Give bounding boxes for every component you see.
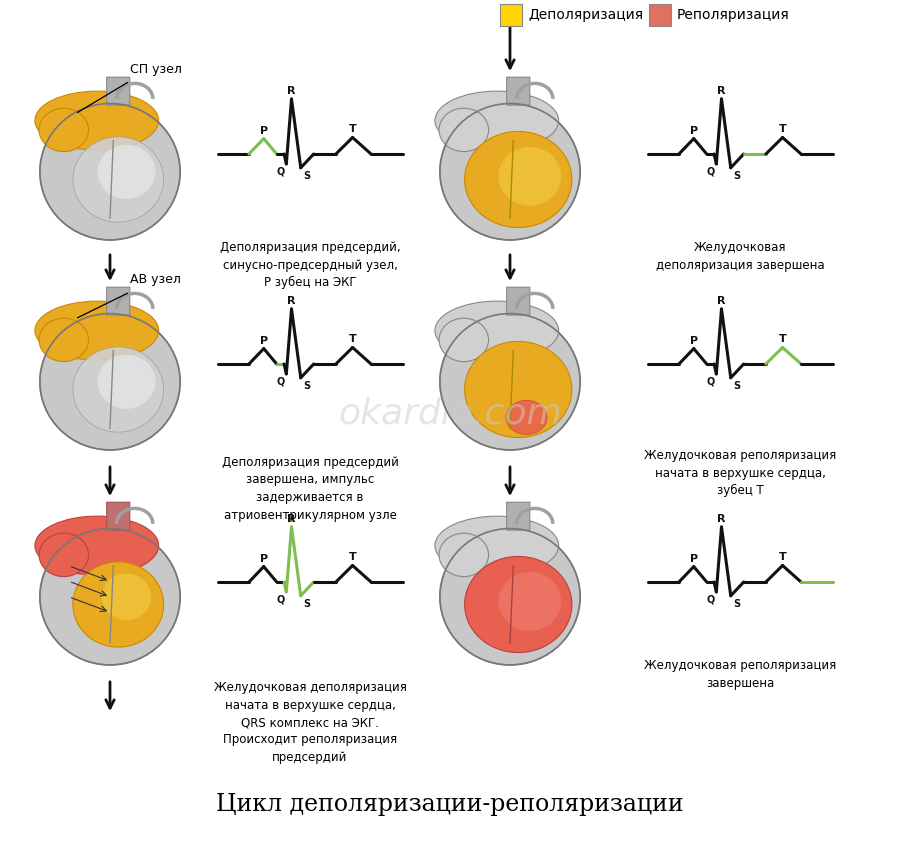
Text: S: S	[302, 381, 310, 391]
Ellipse shape	[439, 533, 489, 576]
Text: Желудочковая
деполяризация завершена: Желудочковая деполяризация завершена	[656, 241, 824, 272]
Text: Деполяризация: Деполяризация	[528, 8, 644, 22]
Ellipse shape	[439, 108, 489, 152]
Text: S: S	[302, 170, 310, 181]
Text: Деполяризация предсердий
завершена, импульс
задерживается в
атриовентрикулярном : Деполяризация предсердий завершена, импу…	[221, 456, 399, 522]
Ellipse shape	[73, 347, 164, 432]
Ellipse shape	[35, 517, 158, 575]
Ellipse shape	[464, 342, 572, 437]
Text: Q: Q	[706, 377, 715, 387]
Ellipse shape	[39, 533, 88, 576]
Ellipse shape	[440, 104, 580, 240]
Text: Q: Q	[706, 167, 715, 177]
Ellipse shape	[499, 572, 562, 630]
Text: okardio.com: okardio.com	[338, 397, 562, 431]
Text: Q: Q	[276, 595, 284, 605]
Ellipse shape	[435, 301, 559, 360]
Text: T: T	[778, 553, 787, 562]
Ellipse shape	[439, 318, 489, 361]
Ellipse shape	[40, 104, 180, 240]
Text: R: R	[717, 514, 725, 524]
Ellipse shape	[35, 301, 158, 360]
Text: Желудочковая реполяризация
завершена: Желудочковая реполяризация завершена	[644, 659, 836, 690]
FancyBboxPatch shape	[507, 502, 530, 530]
Ellipse shape	[102, 574, 151, 620]
Text: S: S	[733, 598, 740, 609]
Text: Желудочковая реполяризация
начата в верхушке сердца,
зубец Т: Желудочковая реполяризация начата в верх…	[644, 449, 836, 497]
Ellipse shape	[40, 314, 180, 450]
Text: T: T	[348, 125, 356, 134]
Ellipse shape	[40, 528, 180, 665]
Text: T: T	[348, 553, 356, 562]
Text: P: P	[689, 554, 698, 564]
Text: Q: Q	[276, 167, 284, 177]
Ellipse shape	[97, 354, 156, 408]
Bar	[500, 4, 522, 26]
Ellipse shape	[39, 318, 88, 361]
Ellipse shape	[464, 132, 572, 228]
Ellipse shape	[97, 144, 156, 199]
Text: Реполяризация: Реполяризация	[677, 8, 790, 22]
FancyBboxPatch shape	[507, 287, 530, 315]
Ellipse shape	[435, 517, 559, 575]
Text: S: S	[302, 598, 310, 609]
Text: P: P	[260, 336, 268, 345]
Text: Q: Q	[706, 595, 715, 605]
FancyBboxPatch shape	[107, 502, 130, 530]
Text: Деполяризация предсердий,
синусно-предсердный узел,
Р зубец на ЭКГ: Деполяризация предсердий, синусно-предсе…	[220, 241, 400, 289]
Text: Q: Q	[276, 377, 284, 387]
Ellipse shape	[73, 562, 164, 647]
Text: Цикл деполяризации-реполяризации: Цикл деполяризации-реполяризации	[216, 793, 684, 816]
Text: R: R	[287, 514, 296, 524]
Ellipse shape	[73, 137, 164, 222]
Ellipse shape	[464, 556, 572, 652]
Text: P: P	[260, 126, 268, 136]
Text: S: S	[733, 381, 740, 391]
Text: СП узел: СП узел	[130, 63, 182, 76]
Text: P: P	[260, 554, 268, 564]
Text: T: T	[348, 334, 356, 344]
Ellipse shape	[35, 91, 158, 150]
Text: Желудочковая деполяризация
начата в верхушке сердца,
QRS комплекс на ЭКГ.
Происх: Желудочковая деполяризация начата в верх…	[213, 681, 407, 764]
Text: P: P	[689, 336, 698, 345]
Bar	[649, 4, 671, 26]
Ellipse shape	[506, 400, 547, 435]
Text: T: T	[778, 334, 787, 344]
FancyBboxPatch shape	[507, 77, 530, 106]
FancyBboxPatch shape	[107, 77, 130, 106]
FancyBboxPatch shape	[107, 287, 130, 315]
Text: P: P	[689, 126, 698, 136]
Ellipse shape	[435, 91, 559, 150]
Text: R: R	[717, 86, 725, 96]
Text: R: R	[287, 86, 296, 96]
Text: R: R	[717, 296, 725, 306]
Ellipse shape	[499, 147, 562, 206]
Ellipse shape	[39, 108, 88, 152]
Ellipse shape	[440, 314, 580, 450]
Ellipse shape	[440, 528, 580, 665]
Text: R: R	[287, 296, 296, 306]
Text: АВ узел: АВ узел	[130, 273, 181, 286]
Text: T: T	[778, 125, 787, 134]
Text: S: S	[733, 170, 740, 181]
